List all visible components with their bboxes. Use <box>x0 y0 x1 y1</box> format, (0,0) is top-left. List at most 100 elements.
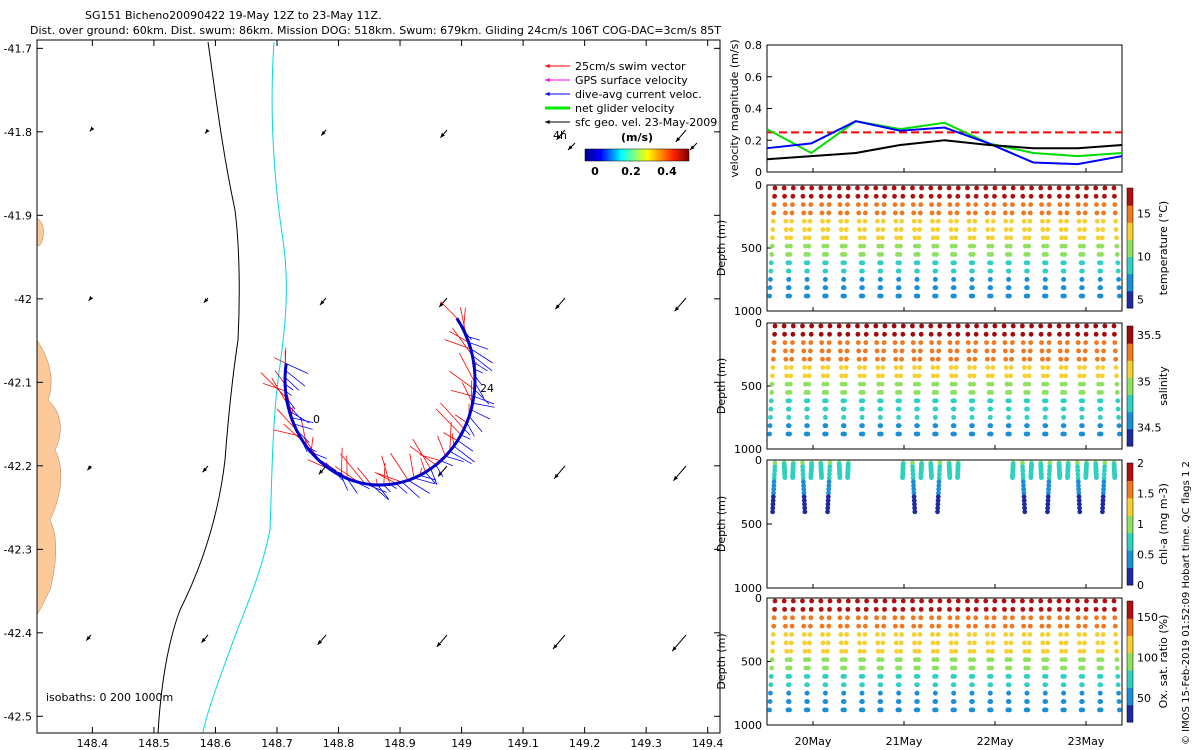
profile-point <box>1077 640 1082 646</box>
profile-point <box>992 331 997 337</box>
profile-point <box>1058 227 1064 232</box>
profile-point <box>1038 598 1044 604</box>
profile-point <box>949 657 955 663</box>
profile-point <box>1057 193 1062 199</box>
profile-point <box>827 193 832 199</box>
profile-point <box>1116 285 1122 291</box>
profile-point <box>930 648 936 654</box>
profile-point <box>1112 331 1117 337</box>
profile-point <box>1114 657 1120 663</box>
colorbar-tick: 0.2 <box>621 165 641 178</box>
profile-point <box>788 657 793 663</box>
profile-point <box>881 202 887 208</box>
profile-point <box>820 235 826 241</box>
profile-point <box>1112 193 1117 199</box>
profile-point <box>1113 632 1119 637</box>
profile-point <box>1022 227 1027 232</box>
profile-point <box>1083 193 1089 199</box>
profile-point <box>1057 331 1062 337</box>
profile-point <box>845 598 851 604</box>
profile-point <box>919 598 924 604</box>
profile-point <box>1041 243 1047 249</box>
colorbar-segment <box>1127 428 1133 447</box>
profile-point <box>1056 185 1062 191</box>
profile-point <box>1083 606 1089 612</box>
profile-point <box>806 243 812 249</box>
geo-velocity-arrow-head <box>440 132 445 138</box>
y-tick-label: -42 <box>14 293 32 306</box>
profile-point <box>892 340 898 346</box>
profile-point <box>928 598 934 604</box>
profile-point <box>1079 406 1085 412</box>
colorbar-title: (m/s) <box>621 131 653 144</box>
profile-point <box>807 365 812 370</box>
profile-point <box>953 235 959 241</box>
profile-point <box>827 606 832 612</box>
profile-point <box>1094 356 1100 362</box>
profile-point <box>1003 227 1009 232</box>
y-tick-label: -42.3 <box>4 543 32 556</box>
profile-point <box>842 398 847 404</box>
profile-point <box>861 648 867 654</box>
profile-point <box>937 464 943 470</box>
profile-point <box>1116 690 1121 696</box>
profile-point <box>1060 285 1066 291</box>
profile-point <box>896 406 902 412</box>
profile-point <box>801 490 807 496</box>
profile-point <box>915 665 921 671</box>
profile-point <box>1076 356 1082 362</box>
profile-point <box>1077 381 1083 387</box>
profile-point <box>1079 285 1084 291</box>
profile-point <box>987 276 993 282</box>
profile-point <box>842 252 848 257</box>
profile-point <box>935 218 941 224</box>
profile-point <box>800 606 806 612</box>
profile-point <box>1076 632 1082 637</box>
profile-point <box>1028 606 1034 612</box>
profile-point <box>953 648 959 654</box>
profile-point <box>935 632 941 637</box>
profile-point <box>949 648 954 654</box>
profile-point <box>787 260 792 266</box>
profile-point <box>1080 260 1086 266</box>
profile-point <box>932 276 938 282</box>
colorbar-tick: 0.5 <box>1137 549 1155 562</box>
profile-point <box>899 210 905 216</box>
profile-point <box>937 598 943 604</box>
profile-point <box>917 640 922 646</box>
profile-point <box>1045 632 1051 637</box>
profile-point <box>913 293 919 299</box>
profile-point <box>987 699 993 704</box>
profile-point <box>1019 323 1025 329</box>
profile-point <box>877 707 882 713</box>
profile-point <box>1058 218 1064 224</box>
profile-point <box>823 398 829 404</box>
profile-point <box>1042 707 1047 713</box>
profile-point <box>825 498 831 503</box>
profile-point <box>876 243 882 249</box>
profile-point <box>900 475 905 481</box>
profile-point <box>1095 365 1101 370</box>
profile-point <box>801 479 806 485</box>
profile-point <box>770 640 776 646</box>
profile-point <box>1114 243 1120 249</box>
profile-point <box>804 690 810 696</box>
profile-point <box>1078 707 1084 713</box>
profile-point <box>1102 468 1107 473</box>
colorbar-tick: 100 <box>1137 651 1158 664</box>
profile-point <box>1009 623 1015 629</box>
profile-point <box>802 227 807 232</box>
profile-point <box>841 268 847 274</box>
chart-title-line2: Dist. over ground: 60km. Dist. swum: 86k… <box>30 24 721 37</box>
profile-point <box>1062 657 1068 663</box>
profile-point <box>878 673 884 679</box>
profile-point <box>782 202 788 208</box>
profile-point <box>1010 606 1016 612</box>
profile-point <box>808 193 814 199</box>
profile-point <box>820 227 826 232</box>
profile-point <box>1115 406 1121 412</box>
profile-point <box>912 648 918 654</box>
profile-point <box>1038 185 1044 191</box>
profile-point <box>825 494 831 500</box>
profile-point <box>953 640 959 646</box>
